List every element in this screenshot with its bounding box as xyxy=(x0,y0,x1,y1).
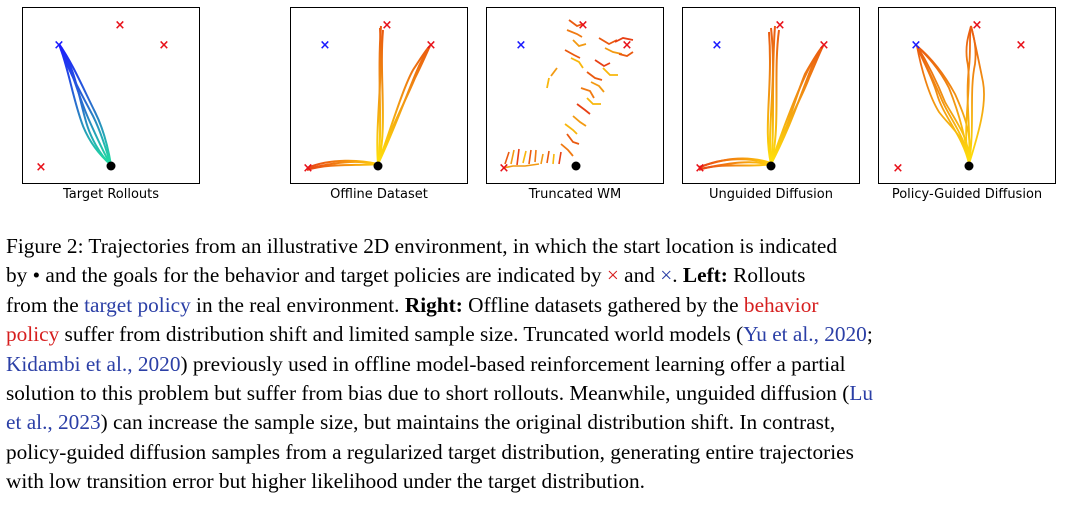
red-goal-marker: × xyxy=(972,18,983,33)
start-marker xyxy=(373,161,383,171)
panel-offline-dataset: × × × × xyxy=(290,7,468,184)
red-goal-marker: × xyxy=(1016,38,1027,53)
caption-line-5: Kidambi et al., 2020) previously used in… xyxy=(6,351,846,376)
citation-lu-2023[interactable]: Lu xyxy=(849,381,873,406)
caption-line-7: et al., 2023) can increase the sample si… xyxy=(6,410,836,435)
caption-line-2: by • and the goals for the behavior and … xyxy=(6,263,806,288)
panel-label-offline-dataset: Offline Dataset xyxy=(330,187,428,202)
red-goal-marker: × xyxy=(303,161,314,176)
offline-dataset-plot: × × × × xyxy=(303,18,437,176)
start-marker xyxy=(766,161,776,171)
red-goal-marker: × xyxy=(775,18,786,33)
red-goal-marker: × xyxy=(893,161,904,176)
caption-line-9: with low transition error but higher lik… xyxy=(6,469,645,494)
blue-goal-marker: × xyxy=(320,38,331,53)
caption-line-4: policy suffer from distribution shift an… xyxy=(6,322,873,347)
right-label: Right: xyxy=(404,292,463,317)
red-goal-marker: × xyxy=(36,160,47,175)
truncated-rollouts-bottom xyxy=(502,148,562,169)
citation-lu-2023-cont[interactable]: et al., 2023 xyxy=(6,410,101,435)
blue-goal-marker: × xyxy=(54,38,65,53)
target-policy-link[interactable]: target policy xyxy=(84,292,191,317)
behavior-goal-symbol: × xyxy=(606,263,619,288)
truncated-wm-plot: × × × × xyxy=(499,18,634,176)
blue-goal-marker: × xyxy=(712,38,723,53)
citation-kidambi-2020[interactable]: Kidambi et al., 2020 xyxy=(6,351,181,376)
caption-line-1: Figure 2: Trajectories from an illustrat… xyxy=(6,234,837,258)
caption-line-8: policy-guided diffusion samples from a r… xyxy=(6,439,854,464)
target-trajectories xyxy=(58,43,112,166)
red-goal-marker: × xyxy=(695,161,706,176)
target-rollouts-plot: × × × × xyxy=(36,18,170,175)
panel-label-policy-guided-diffusion: Policy-Guided Diffusion xyxy=(891,187,1043,202)
behavior-policy-link-cont[interactable]: policy xyxy=(6,322,60,347)
truncated-rollouts xyxy=(546,19,634,157)
red-goal-marker: × xyxy=(819,38,830,53)
behavior-policy-link[interactable]: behavior xyxy=(743,292,819,317)
blue-goal-marker: × xyxy=(516,38,527,53)
panel-policy-guided-diffusion: × × × × xyxy=(878,7,1056,184)
red-goal-marker: × xyxy=(159,38,170,53)
red-goal-marker: × xyxy=(115,18,126,33)
caption-line-3: from the target policy in the real envir… xyxy=(6,292,819,317)
target-goal-symbol: × xyxy=(660,263,673,288)
policy-guided-diffusion-plot: × × × × xyxy=(893,18,1027,176)
figure-caption: Figure 2: Trajectories from an illustrat… xyxy=(6,232,1076,497)
panel-truncated-wm: × × × × xyxy=(486,7,664,184)
red-goal-marker: × xyxy=(426,38,437,53)
dataset-trajectories-left xyxy=(306,159,379,171)
red-goal-marker: × xyxy=(499,161,510,176)
panel-label-unguided-diffusion: Unguided Diffusion xyxy=(709,187,833,202)
panel-unguided-diffusion: × × × × xyxy=(682,7,860,184)
red-goal-marker: × xyxy=(622,38,633,53)
dataset-trajectories xyxy=(376,25,431,165)
left-label: Left: xyxy=(682,263,728,288)
panel-label-target-rollouts: Target Rollouts xyxy=(62,187,160,202)
citation-yu-2020[interactable]: Yu et al., 2020 xyxy=(743,322,867,347)
unguided-diffusion-plot: × × × × xyxy=(695,18,830,176)
blue-goal-marker: × xyxy=(911,38,922,53)
unguided-trajectories xyxy=(766,25,824,165)
start-marker xyxy=(571,161,581,171)
guided-trajectories xyxy=(916,25,985,165)
caption-line-6: solution to this problem but suffer from… xyxy=(6,381,873,406)
unguided-trajectories-left xyxy=(698,157,772,171)
panel-target-rollouts: × × × × xyxy=(22,7,200,184)
red-goal-marker: × xyxy=(382,18,393,33)
start-marker xyxy=(106,161,116,171)
start-marker xyxy=(964,161,974,171)
red-goal-marker: × xyxy=(578,18,589,33)
panel-label-truncated-wm: Truncated WM xyxy=(528,187,622,202)
start-dot-symbol: • xyxy=(32,263,41,288)
